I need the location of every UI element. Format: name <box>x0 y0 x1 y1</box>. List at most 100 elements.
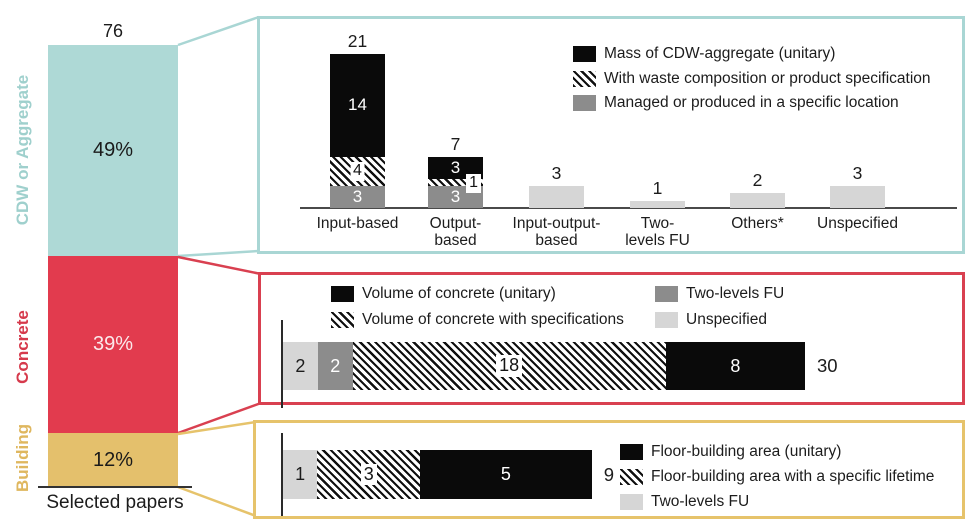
stacked-bar-building: 1 3 5 <box>283 450 592 499</box>
legend-label: Floor-building area (unitary) <box>651 443 842 460</box>
overview-pct-cdw-or-aggregate: 49% <box>92 139 134 161</box>
segment-value-label: 8 <box>730 355 741 376</box>
connector-cdw-bottom-line <box>177 249 260 258</box>
bar-total-label: 9 <box>603 463 614 485</box>
panel-cdw-or-aggregate: Mass of CDW-aggregate (unitary) With wast… <box>257 16 965 254</box>
y-axis-line <box>281 320 283 408</box>
gray-swatch-icon <box>573 95 596 111</box>
legend-label: Two-levels FU <box>686 285 785 302</box>
segment-value-label: 14 <box>348 95 367 115</box>
bar-input-based: 14 3 4 <box>330 53 385 208</box>
hatch-swatch-icon <box>573 70 596 87</box>
segment-floor-building-area-unitary: 5 <box>420 450 592 499</box>
legend-label: Mass of CDW-aggregate (unitary) <box>604 45 836 62</box>
overview-total-label: 76 <box>102 21 124 41</box>
overview-segment-building: 12% <box>48 433 178 487</box>
bar-total-label: 30 <box>817 355 838 376</box>
category-label-input-based: Input-based <box>316 215 399 232</box>
segment-value-label: 3 <box>450 186 461 206</box>
connector-building-top-line <box>177 420 257 436</box>
overview-segment-cdw-or-aggregate: 49% <box>48 45 178 256</box>
overview-axis-line <box>38 486 192 488</box>
segment-light <box>830 185 885 208</box>
legend-item-unspecified: Unspecified <box>655 311 767 329</box>
panel-building: 1 3 5 9 Floor-building area (unitary) Floor-b… <box>253 420 965 519</box>
segment-value-label: 3 <box>360 463 377 486</box>
legend-label: Managed or produced in a specific locati… <box>604 94 899 111</box>
segment-unspecified: 2 <box>283 342 318 390</box>
bar-total-label: 3 <box>551 162 562 183</box>
segment-light <box>529 185 584 208</box>
category-label-two-levels-fu: Two- levels FU <box>625 215 690 250</box>
segment-light <box>730 193 785 208</box>
segment-volume-of-concrete-with-specifications: 18 <box>352 342 666 390</box>
legend-label: Floor-building area with a specific life… <box>651 468 935 485</box>
light-swatch-icon <box>620 494 643 510</box>
segment-value-label: 2 <box>295 355 306 376</box>
legend-label: Volume of concrete (unitary) <box>362 285 556 302</box>
legend-item-volume-of-concrete-unitary: Volume of concrete (unitary) <box>331 285 556 303</box>
overview-pct-building: 12% <box>92 448 134 471</box>
connector-cdw-top-line <box>177 15 260 47</box>
legend-item-mass-of-cdw-aggregate-unitary: Mass of CDW-aggregate (unitary) <box>573 45 835 63</box>
legend-label: Volume of concrete with specifications <box>362 310 624 328</box>
legend-item-volume-of-concrete-with-specifications: Volume of concrete with specifications <box>331 311 624 329</box>
overview-axis-label: Selected papers <box>46 492 184 513</box>
segment-value-label: 2 <box>330 355 341 376</box>
connector-concrete-top-line <box>177 255 262 276</box>
bar-total-label: 1 <box>652 177 663 198</box>
bar-others <box>730 193 785 208</box>
segment-two-levels-fu: 2 <box>317 342 353 390</box>
bar-total-label: 21 <box>347 30 368 51</box>
segment-black: 14 <box>330 53 385 157</box>
hatch-swatch-icon <box>331 311 354 328</box>
bar-total-label: 7 <box>450 133 461 154</box>
connector-concrete-bottom-line <box>177 401 262 435</box>
black-swatch-icon <box>573 46 596 62</box>
hatch-segment-label: 4 <box>350 162 365 182</box>
legend-label: Unspecified <box>686 310 767 328</box>
gray-swatch-icon <box>655 286 678 302</box>
bar-total-label: 3 <box>852 162 863 183</box>
y-axis-line <box>281 433 283 516</box>
segment-value-label: 1 <box>295 464 306 484</box>
side-label-concrete: Concrete <box>13 310 32 384</box>
legend-item-two-levels-fu: Two-levels FU <box>620 493 749 511</box>
legend-label: Two-levels FU <box>651 493 750 510</box>
legend-item-managed-or-produced-in-a-specific-location: Managed or produced in a specific locati… <box>573 94 899 112</box>
legend-item-with-waste-composition-or-product-specification: With waste composition or product specif… <box>573 70 931 88</box>
segment-hatch <box>428 178 483 186</box>
segment-two-levels-fu: 1 <box>283 450 318 499</box>
category-label-output-based: Output- based <box>429 215 482 250</box>
bar-total-label: 2 <box>752 170 763 191</box>
side-label-cdw-or-aggregate: CDW or Aggregate <box>13 74 32 226</box>
black-swatch-icon <box>620 444 643 460</box>
segment-black: 3 <box>428 156 483 179</box>
connector-building-bottom-line <box>177 485 257 518</box>
overview-pct-concrete: 39% <box>92 333 134 355</box>
bar-two-levels-fu <box>630 200 685 208</box>
legend-item-two-levels-fu: Two-levels FU <box>655 285 784 303</box>
stacked-bar-concrete: 2 2 18 8 <box>283 342 805 390</box>
segment-light <box>630 200 685 208</box>
bar-input-output-based <box>529 185 584 208</box>
segment-value-label: 18 <box>496 355 523 377</box>
hatch-segment-label: 1 <box>466 174 481 194</box>
legend-item-floor-building-area-unitary: Floor-building area (unitary) <box>620 443 841 461</box>
category-label-unspecified: Unspecified <box>817 215 898 232</box>
hatch-swatch-icon <box>620 469 643 485</box>
bar-unspecified <box>830 185 885 208</box>
light-swatch-icon <box>655 311 678 328</box>
black-swatch-icon <box>331 286 354 302</box>
segment-value-label: 5 <box>500 464 511 484</box>
overview-segment-concrete: 39% <box>48 256 178 433</box>
segment-volume-of-concrete-unitary: 8 <box>665 342 805 390</box>
panel-concrete: 2 2 18 8 30 Volume of concrete (unitary) Volum… <box>258 272 965 408</box>
segment-gray: 3 <box>330 185 385 208</box>
category-label-others: Others* <box>731 215 784 232</box>
x-axis-line <box>300 207 957 209</box>
category-label-input-output-based: Input-output- based <box>512 215 601 250</box>
